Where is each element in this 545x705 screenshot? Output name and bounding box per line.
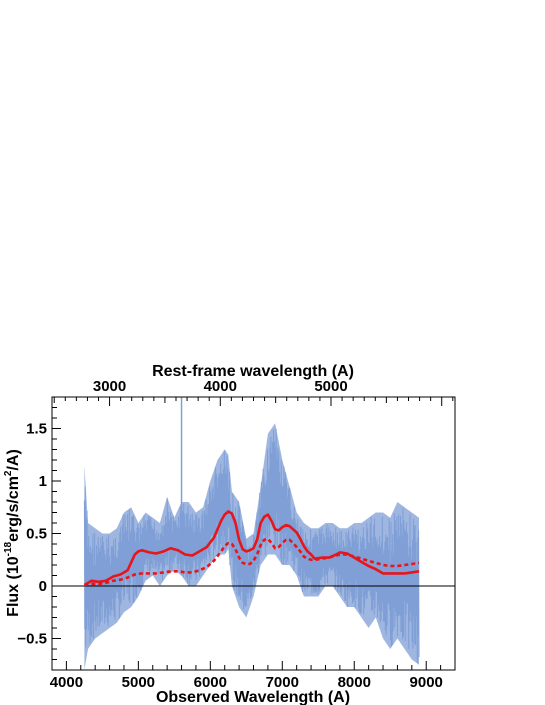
y-tick-label: −0.5 <box>17 631 47 648</box>
y-tick-label: 0 <box>39 578 47 595</box>
y-axis-title: Flux (10-18erg/s/cm2/A) <box>3 449 22 617</box>
model-line-dashed <box>84 537 420 587</box>
x-axis-title: Observed Wavelength (A) <box>156 689 350 705</box>
x-tick-label: 4000 <box>50 674 83 691</box>
axis-ticks: 4000 5000 6000 7000 8000 9000 3000 4000 5000 −0.5… <box>17 378 456 691</box>
rest-tick-label: 4000 <box>204 378 237 395</box>
x-tick-label: 8000 <box>338 674 371 691</box>
x-tick-label: 6000 <box>194 674 227 691</box>
noise-envelope <box>84 423 420 670</box>
rest-frame-axis-title: Rest-frame wavelength (A) <box>152 363 354 380</box>
observed-spectrum-trace <box>83 428 420 664</box>
model-lines <box>83 510 420 587</box>
x-tick-label: 5000 <box>122 674 155 691</box>
y-tick-label: 1 <box>39 473 47 490</box>
y-tick-label: 1.5 <box>26 421 47 438</box>
x-tick-label: 7000 <box>266 674 299 691</box>
rest-tick-label: 3000 <box>93 378 126 395</box>
observed-spectrum-band <box>83 397 420 670</box>
x-tick-label: 9000 <box>410 674 443 691</box>
rest-tick-label: 5000 <box>314 378 347 395</box>
y-tick-label: 0.5 <box>26 526 47 543</box>
